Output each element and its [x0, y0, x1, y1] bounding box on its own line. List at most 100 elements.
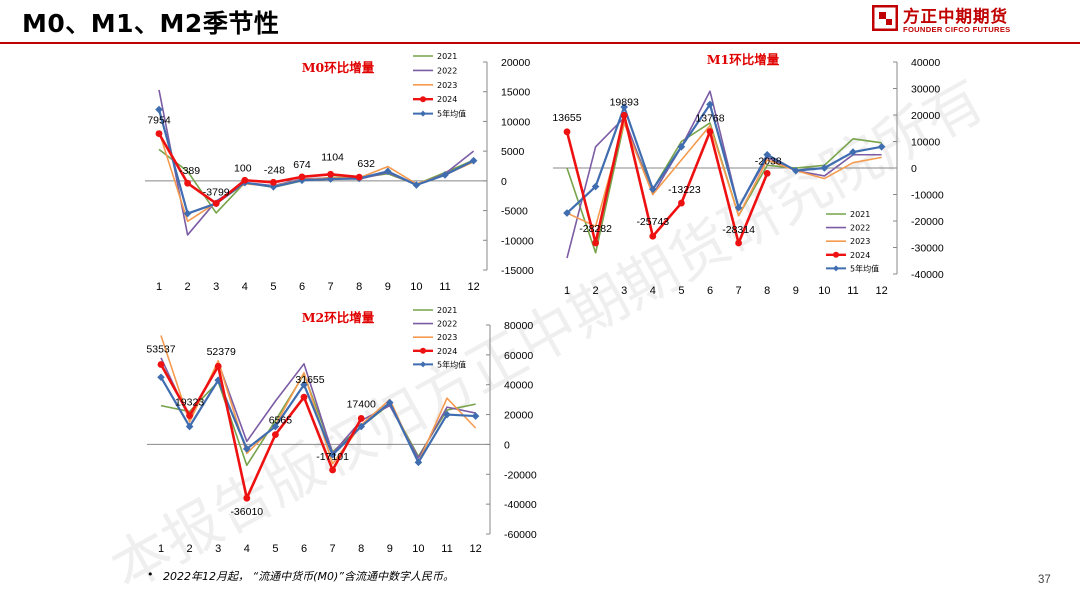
- point-5yr-average: [877, 143, 886, 151]
- point-2024: [184, 179, 192, 187]
- legend-label: 2024: [437, 95, 457, 104]
- series-line-2022: [160, 357, 476, 459]
- point-5yr-average: [849, 148, 857, 156]
- y-tick-label: -60000: [504, 529, 537, 541]
- page-title: M0、M1、M2季节性: [22, 9, 280, 38]
- x-tick-label: 3: [215, 543, 221, 555]
- point-5yr-average: [157, 373, 165, 382]
- point-5yr-average: [269, 183, 278, 191]
- y-tick-label: 10000: [911, 137, 940, 149]
- legend-label: 2022: [437, 66, 457, 75]
- point-2024: [329, 466, 336, 474]
- data-label: -13223: [668, 184, 701, 196]
- x-tick-label: 9: [387, 543, 393, 555]
- x-tick-label: 4: [244, 543, 250, 555]
- y-tick-label: -40000: [504, 499, 537, 511]
- series-line-5年均值: [160, 376, 476, 464]
- chart-title: M1环比增量: [707, 52, 780, 67]
- y-tick-label: 15000: [501, 87, 530, 99]
- y-tick-label: 5000: [501, 146, 525, 158]
- data-label: 1104: [321, 151, 344, 163]
- point-5yr-average: [471, 412, 480, 420]
- legend-marker: [833, 265, 839, 272]
- point-5yr-average: [412, 181, 421, 189]
- point-5yr-average: [563, 209, 571, 217]
- data-label: 52379: [207, 346, 236, 358]
- legend-label: 2023: [850, 237, 870, 246]
- point-5yr-average: [326, 175, 335, 183]
- data-label: 31655: [295, 374, 324, 386]
- x-tick-label: 10: [818, 285, 830, 297]
- legend-label: 2022: [850, 224, 870, 233]
- point-2024: [763, 170, 771, 177]
- data-label: 632: [357, 158, 375, 170]
- y-tick-label: -20000: [504, 469, 537, 481]
- note-bullet: •: [147, 568, 154, 581]
- x-tick-label: 11: [439, 281, 450, 293]
- x-tick-label: 1: [158, 543, 164, 555]
- logo-english-text: FOUNDER CIFCO FUTURES: [903, 25, 1011, 34]
- point-5yr-average: [271, 422, 280, 431]
- chart-title: M0环比增量: [302, 60, 375, 75]
- data-label: -28282: [579, 223, 612, 235]
- x-tick-label: 8: [358, 543, 364, 555]
- legend-label: 5年均值: [437, 109, 466, 119]
- x-tick-label: 4: [242, 281, 248, 293]
- point-5yr-average: [300, 380, 308, 389]
- data-label: 53537: [146, 344, 175, 356]
- y-tick-label: -15000: [501, 265, 534, 277]
- point-2024: [620, 111, 628, 119]
- point-5yr-average: [763, 150, 771, 159]
- x-tick-label: 2: [593, 285, 599, 297]
- y-tick-label: -40000: [911, 269, 944, 281]
- point-2024: [357, 415, 365, 422]
- data-label: -389: [179, 165, 200, 177]
- y-tick-label: 80000: [504, 320, 533, 332]
- data-label: 17400: [347, 398, 376, 410]
- y-tick-label: -10000: [911, 190, 944, 202]
- data-label: -25743: [636, 216, 669, 228]
- x-tick-label: 5: [272, 543, 278, 555]
- x-tick-label: 4: [650, 285, 656, 297]
- point-2024: [155, 130, 163, 137]
- point-5yr-average: [734, 203, 743, 212]
- x-tick-label: 1: [156, 281, 162, 293]
- x-tick-label: 5: [270, 281, 276, 293]
- x-tick-label: 10: [412, 543, 424, 555]
- y-tick-label: 20000: [501, 57, 530, 69]
- point-5yr-average: [649, 185, 657, 193]
- x-tick-label: 2: [185, 281, 191, 293]
- point-5yr-average: [214, 376, 222, 385]
- x-tick-label: 9: [385, 281, 391, 293]
- y-tick-label: 0: [911, 163, 917, 175]
- x-tick-label: 11: [441, 543, 452, 555]
- x-tick-label: 7: [328, 281, 334, 293]
- point-5yr-average: [384, 167, 392, 176]
- point-2024: [355, 173, 363, 181]
- point-2024: [563, 128, 571, 136]
- legend-label: 5年均值: [437, 359, 466, 369]
- legend-label: 2024: [437, 347, 457, 356]
- data-label: 19323: [175, 397, 204, 409]
- data-label: 19893: [610, 96, 639, 108]
- point-5yr-average: [357, 422, 365, 431]
- point-5yr-average: [386, 398, 394, 407]
- x-tick-label: 12: [467, 281, 479, 293]
- y-tick-label: -5000: [501, 206, 528, 218]
- data-label: -3799: [203, 186, 230, 198]
- series-line-2024: [157, 132, 360, 205]
- x-tick-label: 12: [469, 543, 481, 555]
- x-tick-label: 5: [678, 285, 684, 297]
- x-tick-label: 6: [299, 281, 305, 293]
- series-line-5年均值: [157, 109, 475, 215]
- point-2024: [243, 494, 251, 502]
- title-rule: [0, 42, 1080, 44]
- legend-marker: [420, 110, 426, 117]
- legend-label: 2024: [850, 251, 870, 260]
- series-line-2024: [565, 113, 769, 245]
- y-tick-label: 0: [504, 439, 510, 451]
- point-5yr-average: [183, 209, 192, 218]
